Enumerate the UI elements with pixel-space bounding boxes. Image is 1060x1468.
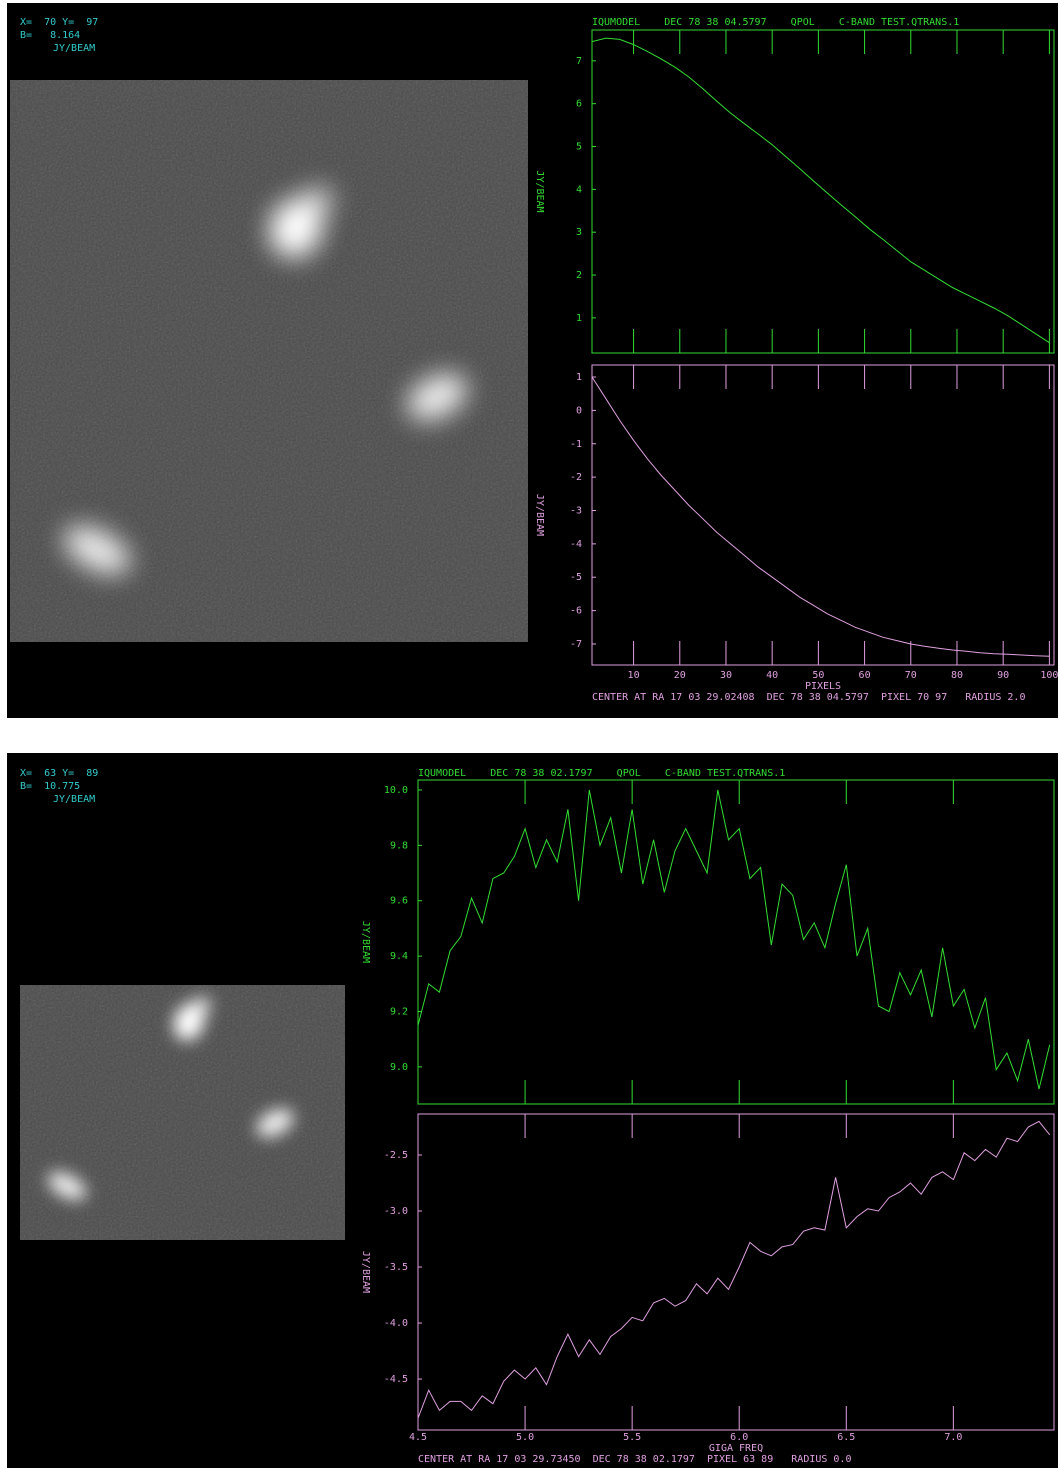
y-tick-label: 4 (576, 184, 582, 195)
x-tick-label: 80 (951, 670, 963, 681)
y-tick-label: 9.8 (390, 840, 408, 851)
y-tick-label: -3 (570, 505, 582, 516)
y-tick-label: 3 (576, 227, 582, 238)
x-tick-label: 50 (812, 670, 824, 681)
x-tick-label: 90 (997, 670, 1009, 681)
cursor-info: X= 70 Y= 97 (20, 17, 98, 28)
data-line (417, 1120, 1051, 1419)
y-tick-label: 2 (576, 270, 582, 281)
y-tick-label: 0 (576, 405, 582, 416)
plot-header: IQUMODEL DEC 78 38 02.1797 QPOL C-BAND T… (418, 768, 785, 779)
plot-frame (591, 29, 1055, 354)
plot-frame (417, 1113, 1055, 1431)
plot-footer: CENTER AT RA 17 03 29.73450 DEC 78 38 02… (418, 1454, 851, 1465)
y-tick-label: -4.0 (384, 1318, 408, 1329)
y-tick-label: 9.0 (390, 1062, 408, 1073)
x-tick-label: 5.0 (516, 1432, 534, 1443)
y-tick-label: 6 (576, 99, 582, 110)
sky-image (10, 80, 528, 642)
cursor-info: X= 63 Y= 89 (20, 768, 98, 779)
y-tick-label: 9.2 (390, 1007, 408, 1018)
x-tick-label: 7.0 (944, 1432, 962, 1443)
cursor-info: B= 8.164 (20, 30, 80, 41)
x-tick-label: 20 (674, 670, 686, 681)
x-tick-label: 40 (766, 670, 778, 681)
y-tick-label: -2.5 (384, 1150, 408, 1161)
y-tick-label: -3.0 (384, 1206, 408, 1217)
y-tick-label: -6 (570, 606, 582, 617)
y-axis-label: JY/BEAM (360, 921, 371, 963)
y-tick-label: 9.6 (390, 896, 408, 907)
y-tick-label: 5 (576, 142, 582, 153)
y-tick-label: 1 (576, 372, 582, 383)
x-tick-label: 30 (720, 670, 732, 681)
x-tick-label: 6.5 (837, 1432, 855, 1443)
x-tick-label: 6.0 (730, 1432, 748, 1443)
y-axis-label: JY/BEAM (534, 170, 545, 212)
plot-header: IQUMODEL DEC 78 38 04.5797 QPOL C-BAND T… (592, 17, 959, 28)
x-tick-label: 5.5 (623, 1432, 641, 1443)
y-tick-label: -4.5 (384, 1374, 408, 1385)
y-axis-label: JY/BEAM (534, 494, 545, 536)
y-axis-label: JY/BEAM (360, 1251, 371, 1293)
data-line (591, 37, 1050, 344)
plot-frame (591, 364, 1055, 666)
cursor-info: JY/BEAM (53, 794, 95, 805)
x-tick-label: 70 (905, 670, 917, 681)
x-axis-label: PIXELS (805, 681, 841, 692)
data-line (591, 376, 1050, 657)
y-tick-label: -7 (570, 639, 582, 650)
x-tick-label: 60 (859, 670, 871, 681)
y-tick-label: -3.5 (384, 1262, 408, 1273)
cursor-info: B= 10.775 (20, 781, 80, 792)
plot-frame (417, 779, 1055, 1105)
y-tick-label: 10.0 (384, 785, 408, 796)
x-tick-label: 10 (628, 670, 640, 681)
y-tick-label: -4 (570, 539, 582, 550)
y-tick-label: 7 (576, 56, 582, 67)
y-tick-label: 1 (576, 313, 582, 324)
x-axis-label: GIGA FREQ (709, 1443, 763, 1454)
data-line (417, 789, 1051, 1090)
y-tick-label: -1 (570, 439, 582, 450)
cursor-info: JY/BEAM (53, 43, 95, 54)
y-tick-label: -5 (570, 572, 582, 583)
sky-image (20, 985, 345, 1240)
y-tick-label: 9.4 (390, 951, 408, 962)
plot-footer: CENTER AT RA 17 03 29.02408 DEC 78 38 04… (592, 692, 1025, 703)
x-tick-label: 100 (1040, 670, 1058, 681)
x-tick-label: 4.5 (409, 1432, 427, 1443)
y-tick-label: -2 (570, 472, 582, 483)
